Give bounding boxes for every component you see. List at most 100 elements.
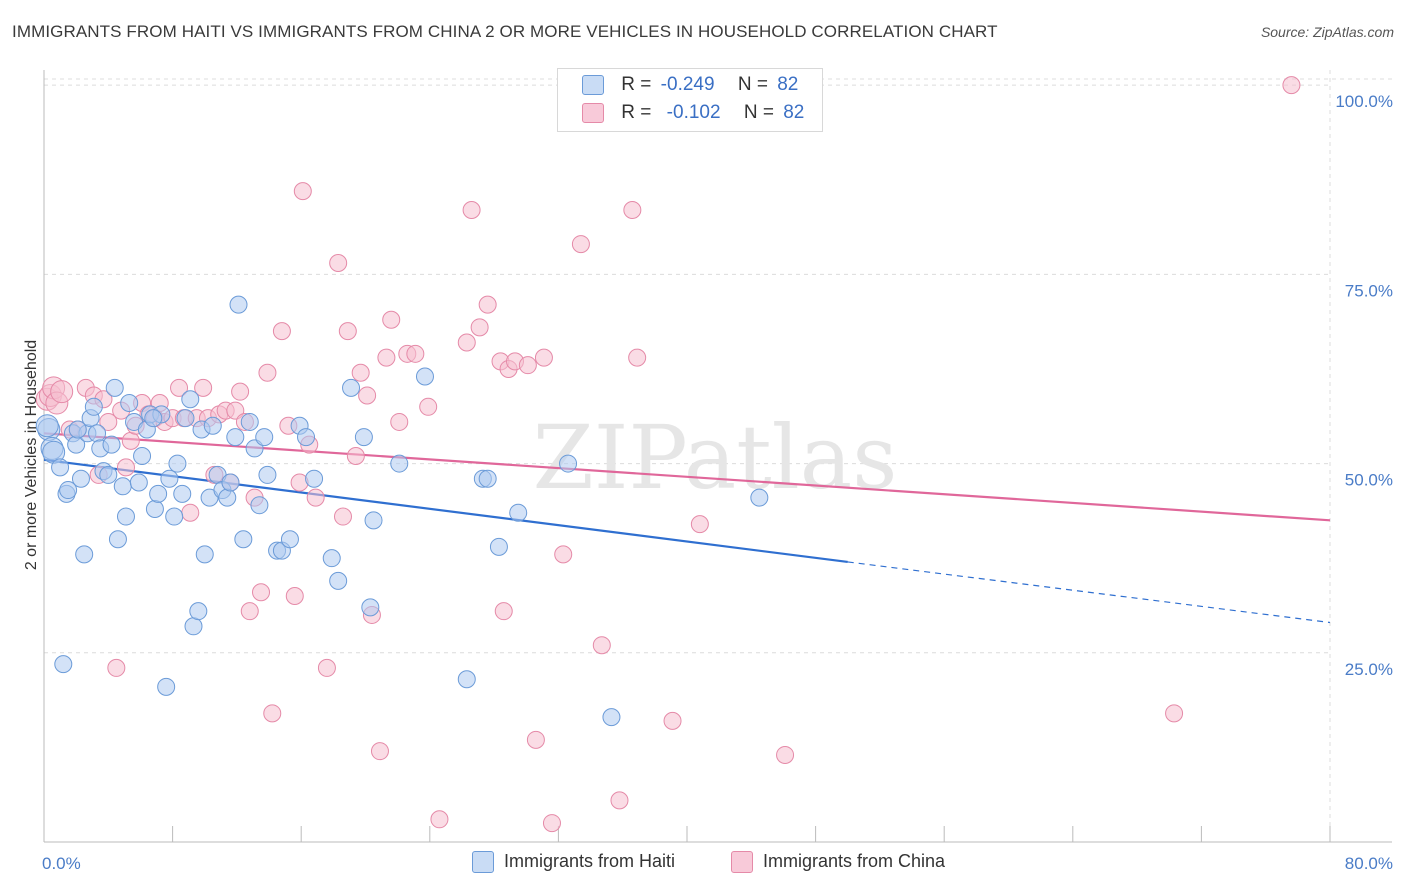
point-haiti [144,409,163,428]
point-china [333,507,352,526]
points-haiti [35,295,769,727]
point-haiti [602,708,621,727]
point-haiti [35,414,59,438]
point-china [776,745,795,764]
point-china [107,658,126,677]
point-haiti [305,469,324,488]
point-haiti [478,469,497,488]
legend-r-label-china: R = [621,102,652,123]
point-haiti [218,488,237,507]
point-china [370,742,389,761]
point-haiti [221,473,240,492]
point-haiti [120,394,139,413]
point-china [470,318,489,337]
point-china [1282,76,1301,95]
point-haiti [116,507,135,526]
point-haiti [68,420,87,439]
point-haiti [160,469,179,488]
point-haiti [51,458,70,477]
chart-title: IMMIGRANTS FROM HAITI VS IMMIGRANTS FROM… [12,22,998,41]
point-china [592,636,611,655]
legend-r-value-haiti: -0.249 [660,74,715,95]
point-haiti [342,378,361,397]
bottom-label-haiti: Immigrants from Haiti [504,851,676,871]
point-haiti [234,530,253,549]
point-china [419,397,438,416]
point-haiti [390,454,409,473]
legend-n-label-china: N = [743,102,774,123]
point-haiti [176,409,195,428]
point-china [194,378,213,397]
point-china [554,545,573,564]
correlation-legend: R = -0.249 N = 82 R = -0.102 N = 82 [557,68,823,132]
point-china [50,380,74,404]
point-china [390,412,409,431]
point-haiti [108,530,127,549]
y-tick-label: 100.0% [1335,92,1393,111]
x-tick-label: 0.0% [42,854,81,873]
point-china [478,295,497,314]
point-china [628,348,647,367]
point-china [610,791,629,810]
point-haiti [105,378,124,397]
point-haiti [165,507,184,526]
point-haiti [102,435,121,454]
bottom-swatch-haiti [472,851,494,874]
point-china [263,704,282,723]
point-china [285,587,304,606]
point-china [231,382,250,401]
y-axis-label: 2 or more Vehicles in Household [23,340,40,570]
point-haiti [184,617,203,636]
point-haiti [75,545,94,564]
point-china [317,658,336,677]
point-china [258,363,277,382]
y-tick-label: 25.0% [1345,660,1393,679]
bottom-swatch-china [731,851,753,874]
legend-swatch-haiti [582,74,604,95]
point-haiti [149,484,168,503]
trend-line-haiti-extension [847,561,1331,624]
point-china [99,412,118,431]
point-haiti [559,454,578,473]
point-haiti [509,503,528,522]
point-haiti [168,454,187,473]
legend-row-haiti: R = -0.249 N = 82 [582,74,798,102]
point-haiti [181,390,200,409]
point-china [518,356,537,375]
point-china [462,201,481,220]
bottom-label-china: Immigrants from China [763,851,946,871]
point-haiti [229,295,248,314]
point-china [1165,704,1184,723]
point-haiti [750,488,769,507]
point-china [358,386,377,405]
point-china [170,378,189,397]
point-haiti [129,473,148,492]
point-china [252,583,271,602]
legend-r-value-china: -0.102 [666,102,721,123]
point-china [306,488,325,507]
bottom-legend-haiti: Immigrants from Haiti [472,851,676,874]
point-china [351,363,370,382]
point-haiti [255,428,274,447]
point-haiti [489,537,508,556]
point-haiti [54,655,73,674]
point-china [526,730,545,749]
point-china [338,322,357,341]
legend-swatch-china [582,102,604,123]
point-china [293,182,312,201]
point-haiti [71,469,90,488]
legend-n-value-haiti: 82 [777,74,799,95]
point-haiti [250,496,269,515]
point-china [457,333,476,352]
x-tick-label: 80.0% [1345,854,1393,873]
legend-n-value-china: 82 [783,102,805,123]
point-china [406,344,425,363]
point-china [382,310,401,329]
point-haiti [415,367,434,386]
point-haiti [195,545,214,564]
legend-r-label-haiti: R = [621,74,652,95]
tick-labels: 25.0% 50.0% 75.0% 100.0% 0.0% 80.0% [42,92,1393,873]
point-china [121,431,140,450]
point-haiti [133,447,152,465]
